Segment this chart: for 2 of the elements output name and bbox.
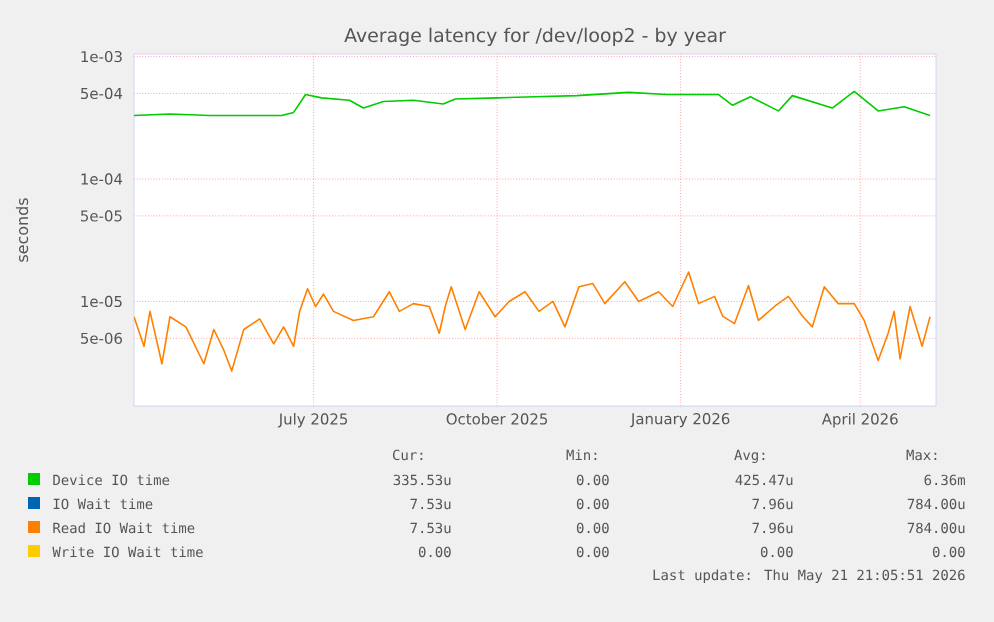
chart-title: Average latency for /dev/loop2 - by year [344, 27, 726, 46]
line-series [134, 271, 931, 372]
